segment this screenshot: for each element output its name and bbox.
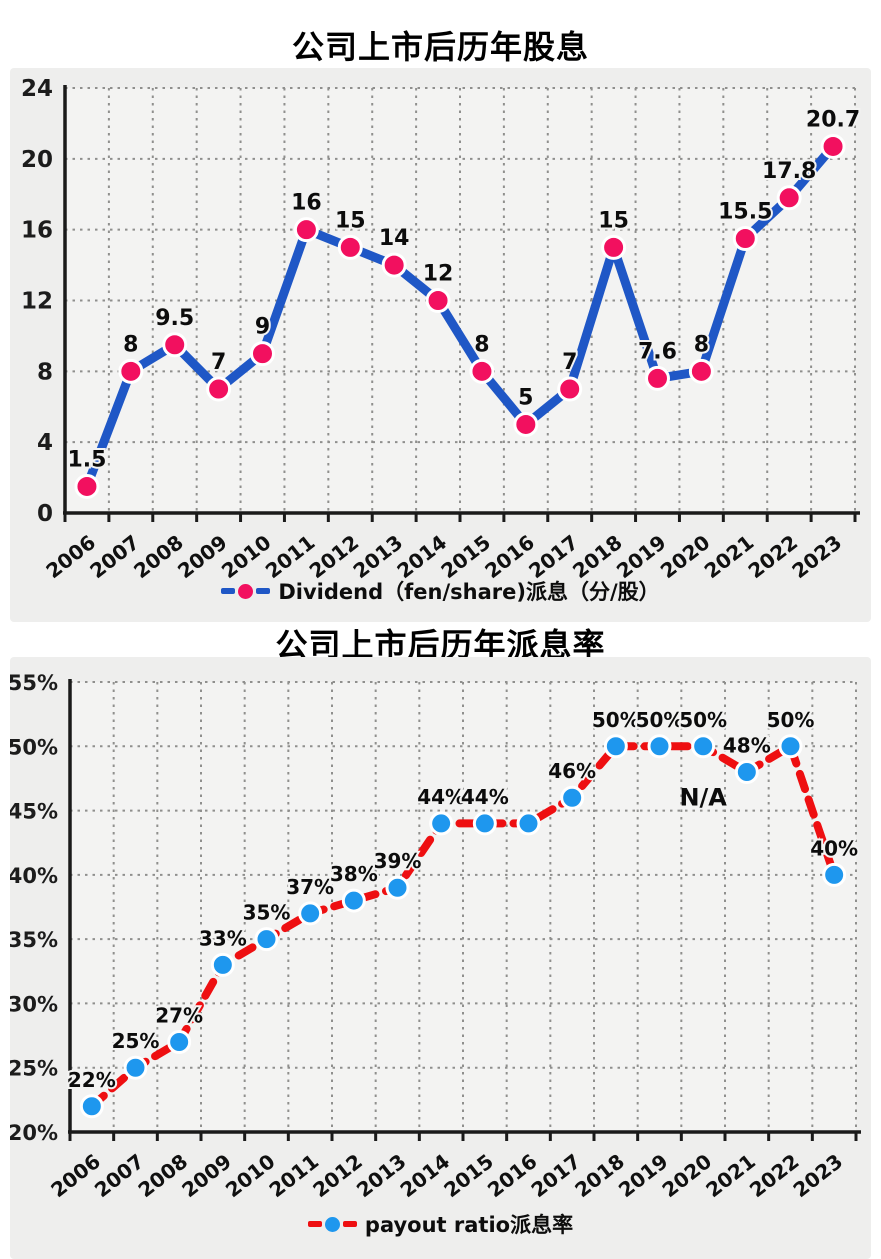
- dividend-chart-title: 公司上市后历年股息: [291, 28, 589, 66]
- svg-text:20: 20: [21, 147, 53, 173]
- svg-text:50%: 50%: [679, 708, 727, 732]
- payout-ratio-legend: payout ratio派息率: [10, 1209, 871, 1239]
- svg-text:12: 12: [423, 262, 454, 287]
- svg-text:8: 8: [123, 332, 138, 357]
- payout-ratio-chart-card: 20% 25% 30% 35% 40% 45% 50% 55% 2006 2007 2008 2009…: [10, 657, 871, 1259]
- svg-text:22%: 22%: [68, 1068, 116, 1092]
- svg-text:8: 8: [37, 359, 53, 385]
- payout-ratio-legend-line-icon: [307, 1216, 357, 1232]
- svg-text:2020: 2020: [658, 1149, 717, 1202]
- svg-text:9: 9: [255, 315, 270, 340]
- svg-text:7: 7: [562, 350, 577, 375]
- svg-text:2013: 2013: [352, 1149, 411, 1202]
- payout-ratio-legend-label: payout ratio派息率: [364, 1213, 574, 1237]
- svg-text:2012: 2012: [308, 1149, 367, 1202]
- svg-text:24: 24: [21, 76, 53, 102]
- svg-text:20%: 20%: [10, 1121, 58, 1145]
- svg-text:40%: 40%: [10, 864, 58, 888]
- svg-text:38%: 38%: [330, 862, 378, 886]
- svg-text:7: 7: [211, 350, 226, 375]
- svg-text:N/A: N/A: [679, 783, 727, 811]
- svg-text:2021: 2021: [701, 1149, 760, 1202]
- svg-text:45%: 45%: [10, 800, 58, 824]
- svg-text:44%: 44%: [461, 785, 509, 809]
- svg-text:9.5: 9.5: [155, 306, 194, 331]
- dividend-line-chart: 0481216202420062007200820092010201120122…: [21, 76, 862, 583]
- svg-text:8: 8: [474, 332, 489, 357]
- svg-text:44%: 44%: [417, 785, 465, 809]
- svg-text:7.6: 7.6: [638, 339, 677, 364]
- svg-text:12: 12: [21, 289, 53, 315]
- svg-text:16: 16: [291, 191, 322, 216]
- dividend-legend: Dividend（fen/share)派息（分/股）: [10, 576, 871, 606]
- svg-text:25%: 25%: [112, 1029, 160, 1053]
- payout-ratio-line-chart: 20% 25% 30% 35% 40% 45% 50% 55% 2006200720082009…: [10, 671, 861, 1202]
- svg-text:2006: 2006: [46, 1149, 105, 1202]
- dividend-legend-line-icon: [221, 583, 271, 599]
- svg-text:5: 5: [518, 385, 533, 410]
- svg-text:15: 15: [335, 208, 366, 233]
- svg-text:14: 14: [379, 226, 410, 251]
- payout-ratio-legend-marker-icon: [324, 1216, 340, 1232]
- svg-text:15: 15: [598, 208, 629, 233]
- dividend-legend-label: Dividend（fen/share)派息（分/股）: [278, 580, 660, 604]
- svg-text:2010: 2010: [221, 1149, 280, 1202]
- svg-text:2014: 2014: [396, 1149, 455, 1202]
- svg-text:50%: 50%: [636, 708, 684, 732]
- svg-text:17.8: 17.8: [762, 159, 816, 184]
- svg-text:39%: 39%: [374, 849, 422, 873]
- svg-text:55%: 55%: [10, 671, 58, 695]
- svg-text:15.5: 15.5: [718, 200, 772, 225]
- svg-text:2018: 2018: [570, 1149, 629, 1202]
- svg-text:46%: 46%: [548, 759, 596, 783]
- svg-text:1.5: 1.5: [67, 447, 106, 472]
- svg-text:2009: 2009: [177, 1149, 236, 1202]
- svg-text:2011: 2011: [265, 1149, 324, 1202]
- svg-text:40%: 40%: [810, 836, 858, 860]
- svg-text:2016: 2016: [483, 1149, 542, 1202]
- svg-text:8: 8: [694, 332, 709, 357]
- svg-text:48%: 48%: [723, 734, 771, 758]
- dividend-legend-marker-icon: [238, 583, 254, 599]
- svg-text:2017: 2017: [527, 1149, 586, 1202]
- svg-text:2008: 2008: [134, 1149, 193, 1202]
- svg-text:2015: 2015: [439, 1149, 498, 1202]
- svg-text:37%: 37%: [286, 875, 334, 899]
- svg-text:2007: 2007: [90, 1149, 149, 1202]
- svg-text:35%: 35%: [243, 901, 291, 925]
- svg-text:20.7: 20.7: [806, 107, 860, 132]
- svg-text:27%: 27%: [155, 1004, 203, 1028]
- svg-text:16: 16: [21, 218, 53, 244]
- dividend-chart-card: 0 4 8 12 16 20 24 2006 2007 2008 2009 2010 2011 2012 2…: [10, 68, 871, 622]
- svg-text:35%: 35%: [10, 928, 58, 952]
- svg-text:2023: 2023: [789, 1149, 848, 1202]
- svg-text:4: 4: [37, 430, 53, 456]
- svg-text:50%: 50%: [767, 708, 815, 732]
- svg-text:0: 0: [37, 501, 53, 527]
- svg-text:30%: 30%: [10, 992, 58, 1016]
- svg-text:50%: 50%: [10, 735, 58, 759]
- svg-text:50%: 50%: [592, 708, 640, 732]
- svg-text:25%: 25%: [10, 1057, 58, 1081]
- svg-text:33%: 33%: [199, 926, 247, 950]
- svg-text:2019: 2019: [614, 1149, 673, 1202]
- svg-text:2022: 2022: [745, 1149, 804, 1202]
